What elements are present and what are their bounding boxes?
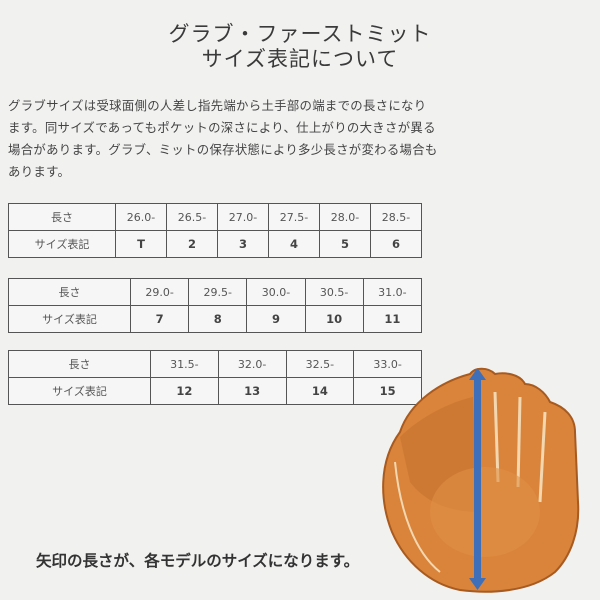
arrow-icon <box>469 368 486 590</box>
length-cell: 26.5- <box>166 203 218 231</box>
size-cell: 12 <box>150 377 219 405</box>
size-table-3: 長さ 31.5- 32.0- 32.5- 33.0- サイズ表記 12 13 1… <box>8 350 422 405</box>
length-cell: 30.5- <box>304 278 364 306</box>
table-row-size: サイズ表記 12 13 14 15 <box>8 377 422 405</box>
length-cell: 28.5- <box>370 203 422 231</box>
length-cell: 26.0- <box>115 203 167 231</box>
table-row-length: 長さ 26.0- 26.5- 27.0- 27.5- 28.0- 28.5- <box>8 203 422 231</box>
size-cell: 5 <box>319 230 371 258</box>
table-row-length: 長さ 31.5- 32.0- 32.5- 33.0- <box>8 350 422 378</box>
size-cell: T <box>115 230 167 258</box>
table-row-length: 長さ 29.0- 29.5- 30.0- 30.5- 31.0- <box>8 278 423 306</box>
size-cell: 9 <box>246 305 306 333</box>
table-row-size: サイズ表記 7 8 9 10 11 <box>8 305 423 333</box>
size-header: サイズ表記 <box>8 377 151 405</box>
size-header: サイズ表記 <box>8 305 131 333</box>
size-cell: 7 <box>129 305 190 333</box>
length-cell: 31.0- <box>362 278 423 306</box>
length-header: 長さ <box>8 278 131 306</box>
length-cell: 32.0- <box>217 350 287 378</box>
size-cell: 10 <box>304 305 364 333</box>
length-header: 長さ <box>8 203 116 231</box>
size-cell: 8 <box>188 305 248 333</box>
size-header: サイズ表記 <box>8 230 116 258</box>
length-cell: 29.5- <box>188 278 248 306</box>
page-subtitle: サイズ表記について <box>201 47 399 71</box>
length-cell: 28.0- <box>319 203 371 231</box>
length-cell: 29.0- <box>129 278 190 306</box>
page-title: グラブ・ファーストミット <box>168 22 432 46</box>
size-cell: 3 <box>217 230 269 258</box>
length-cell: 33.0- <box>353 350 422 378</box>
size-table-1: 長さ 26.0- 26.5- 27.0- 27.5- 28.0- 28.5- サ… <box>8 203 422 258</box>
caption-text: 矢印の長さが、各モデルのサイズになります。 <box>36 552 360 570</box>
length-header: 長さ <box>8 350 151 378</box>
size-cell: 6 <box>370 230 422 258</box>
description-text: グラブサイズは受球面側の人差し指先端から土手部の端までの長さになります。同サイズ… <box>8 98 438 179</box>
length-cell: 32.5- <box>285 350 355 378</box>
length-cell: 27.5- <box>268 203 320 231</box>
length-cell: 27.0- <box>217 203 269 231</box>
glove-image <box>382 367 580 593</box>
size-table-2: 長さ 29.0- 29.5- 30.0- 30.5- 31.0- サイズ表記 7… <box>8 278 423 333</box>
table-row-size: サイズ表記 T 2 3 4 5 6 <box>8 230 422 258</box>
size-cell: 13 <box>217 377 287 405</box>
size-cell: 15 <box>353 377 422 405</box>
length-cell: 31.5- <box>150 350 219 378</box>
length-cell: 30.0- <box>246 278 306 306</box>
size-cell: 14 <box>285 377 355 405</box>
size-cell: 2 <box>166 230 218 258</box>
size-cell: 11 <box>362 305 423 333</box>
size-cell: 4 <box>268 230 320 258</box>
